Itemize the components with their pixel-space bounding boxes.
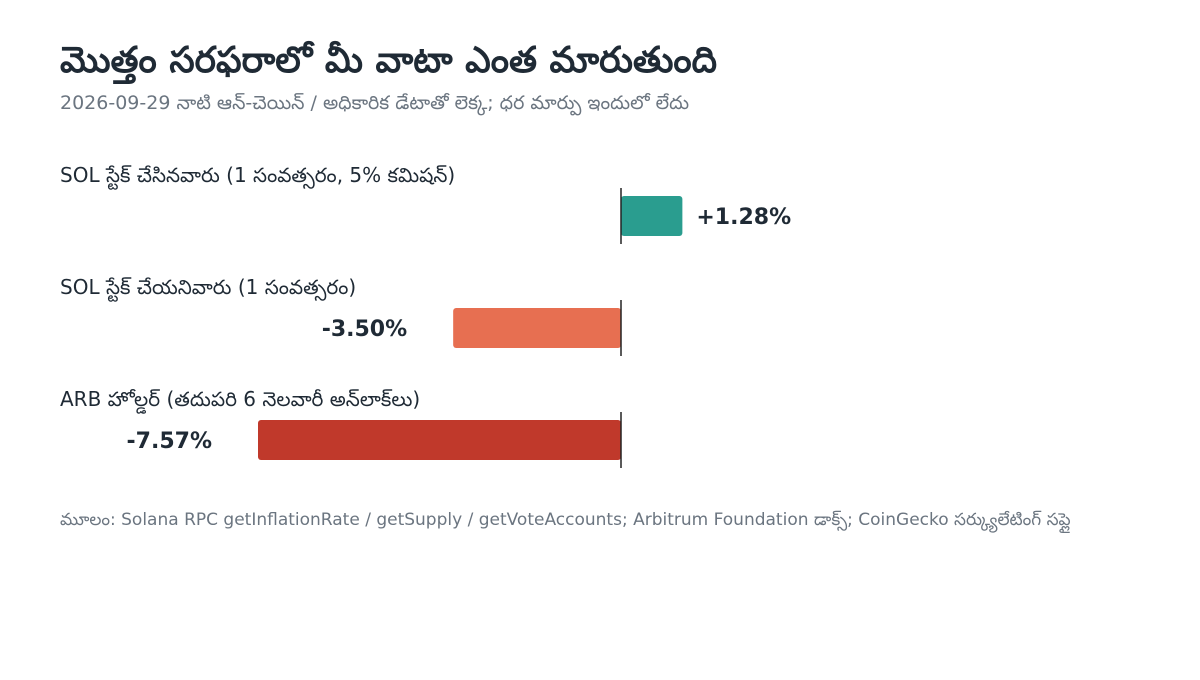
category-label: SOL స్టేక్ చేసినవారు (1 సంవత్సరం, 5% కమి…	[60, 163, 455, 190]
value-label: +1.28%	[696, 205, 791, 230]
category-label: ARB హోల్డర్ (తదుపరి 6 నెలవారీ అన్‌లాక్‌ల…	[60, 387, 420, 414]
bar	[258, 420, 621, 460]
value-label: -3.50%	[322, 317, 407, 342]
chart-title: మొత్తం సరఫరాలో మీ వాటా ఎంత మారుతుంది	[60, 40, 718, 81]
bar	[621, 196, 683, 236]
bar-chart: SOL స్టేక్ చేసినవారు (1 సంవత్సరం, 5% కమి…	[60, 163, 791, 468]
category-label: SOL స్టేక్ చేయనివారు (1 సంవత్సరం)	[60, 275, 356, 302]
bar	[453, 308, 621, 348]
chart-source-note: మూలం: Solana RPC getInflationRate / getS…	[60, 510, 1071, 530]
value-label: -7.57%	[127, 429, 212, 454]
chart-subtitle: 2026-09-29 నాటి ఆన్-చెయిన్ / అధికారిక డే…	[60, 92, 690, 114]
